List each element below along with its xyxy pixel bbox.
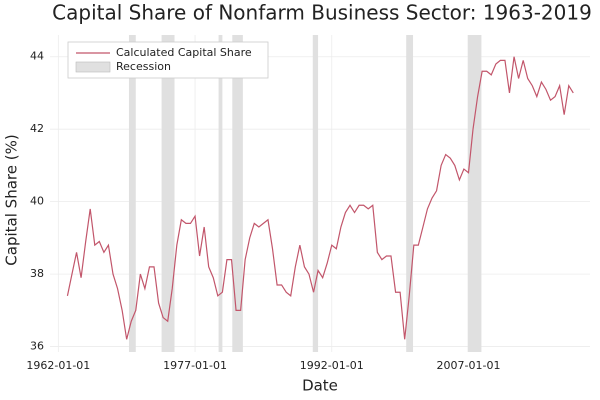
- x-tick-label: 2007-01-01: [437, 359, 501, 372]
- y-tick-label: 42: [30, 122, 44, 135]
- x-tick-label: 1962-01-01: [26, 359, 90, 372]
- y-tick-label: 44: [30, 50, 44, 63]
- legend-label: Recession: [116, 60, 171, 73]
- data-line: [66, 56, 574, 340]
- recession-band: [312, 35, 319, 352]
- x-tick-label: 1977-01-01: [163, 359, 227, 372]
- x-axis-label: Date: [302, 377, 338, 395]
- legend-label: Calculated Capital Share: [116, 46, 252, 59]
- recession-band: [467, 35, 482, 352]
- recession-band: [128, 35, 136, 352]
- recession-band: [218, 35, 223, 352]
- recession-band: [406, 35, 414, 352]
- recession-band: [232, 35, 243, 352]
- y-tick-label: 36: [30, 340, 44, 353]
- legend-swatch: [75, 61, 111, 73]
- chart-title: Capital Share of Nonfarm Business Sector…: [52, 1, 592, 25]
- y-axis-label: Capital Share (%): [3, 134, 21, 265]
- y-tick-label: 40: [30, 195, 44, 208]
- y-tick-label: 38: [30, 267, 44, 280]
- x-tick-label: 1992-01-01: [300, 359, 364, 372]
- recession-band: [161, 35, 175, 352]
